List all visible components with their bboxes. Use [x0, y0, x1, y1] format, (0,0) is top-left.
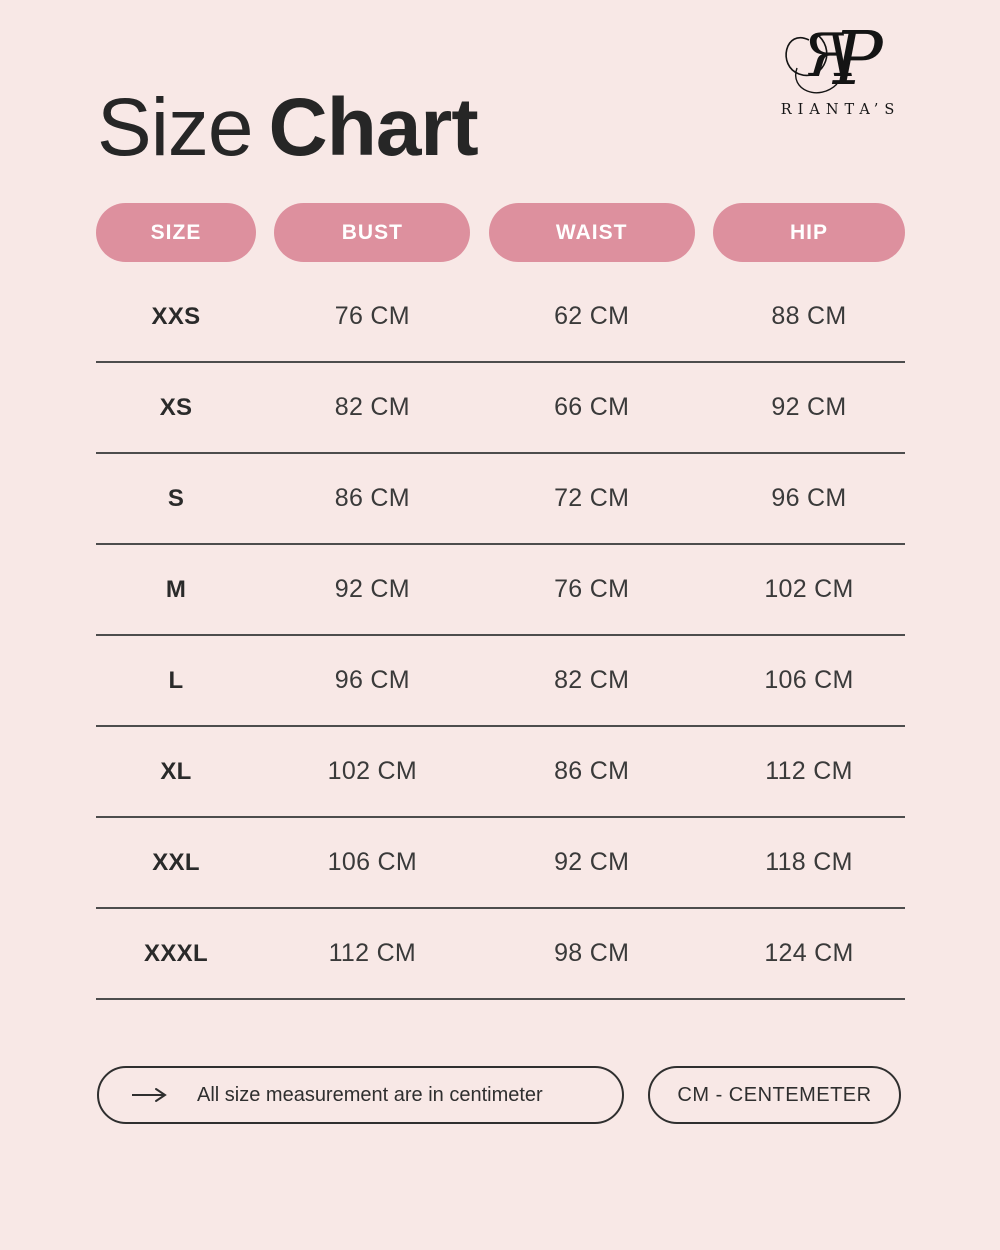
- page-title-light: Size: [97, 81, 254, 173]
- waist-value: 82 CM: [554, 666, 630, 694]
- hip-value: 106 CM: [764, 666, 854, 694]
- hip-value: 124 CM: [764, 939, 854, 967]
- hip-value: 112 CM: [765, 757, 853, 785]
- table-row: XXXL 112 CM 98 CM 124 CM: [96, 909, 905, 1000]
- column-header-waist: WAIST: [488, 203, 695, 262]
- brand-monogram-icon: R P: [784, 16, 884, 102]
- waist-value: 86 CM: [554, 757, 630, 785]
- bust-value: 76 CM: [334, 302, 410, 330]
- size-label: XXS: [151, 302, 201, 330]
- monogram-letter-p: P: [831, 16, 884, 102]
- waist-value: 66 CM: [554, 393, 630, 421]
- right-arrow-icon: [131, 1087, 169, 1103]
- page-title-bold: Chart: [268, 81, 479, 173]
- size-label: XXL: [152, 848, 200, 876]
- table-row: XS 82 CM 66 CM 92 CM: [96, 363, 905, 454]
- size-label: XL: [160, 757, 192, 785]
- table-row: M 92 CM 76 CM 102 CM: [96, 545, 905, 636]
- measurement-note-badge: All size measurement are in centimeter: [97, 1066, 624, 1124]
- measurement-note-text: All size measurement are in centimeter: [197, 1083, 543, 1106]
- page-title: Size Chart: [97, 81, 479, 173]
- size-chart-table: XXS 76 CM 62 CM 88 CM XS 82 CM 66 CM 92 …: [96, 272, 905, 1000]
- size-label: XS: [159, 393, 193, 421]
- size-label: XXXL: [144, 939, 208, 967]
- hip-value: 96 CM: [771, 484, 847, 512]
- cm-legend-badge: CM - CENTEMETER: [648, 1066, 901, 1124]
- column-header-bust: BUST: [274, 203, 471, 262]
- size-chart-header-row: SIZE BUST WAIST HIP: [96, 203, 905, 262]
- bust-value: 106 CM: [327, 848, 417, 876]
- size-label: M: [165, 575, 187, 603]
- hip-value: 118 CM: [765, 848, 853, 876]
- table-row: XL 102 CM 86 CM 112 CM: [96, 727, 905, 818]
- bust-value: 102 CM: [327, 757, 417, 785]
- brand-logo: R P RIANTA’S: [768, 10, 913, 118]
- size-label: S: [167, 484, 185, 512]
- brand-name: RIANTA’S: [780, 102, 901, 118]
- table-row: L 96 CM 82 CM 106 CM: [96, 636, 905, 727]
- hip-value: 92 CM: [771, 393, 847, 421]
- waist-value: 92 CM: [554, 848, 630, 876]
- waist-value: 98 CM: [554, 939, 630, 967]
- column-header-hip: HIP: [712, 203, 905, 262]
- bust-value: 82 CM: [334, 393, 410, 421]
- bust-value: 86 CM: [334, 484, 410, 512]
- monogram-letter-r: R: [805, 21, 851, 91]
- cm-legend-text: CM - CENTEMETER: [677, 1083, 872, 1106]
- waist-value: 72 CM: [554, 484, 630, 512]
- table-row: S 86 CM 72 CM 96 CM: [96, 454, 905, 545]
- column-header-size: SIZE: [96, 203, 256, 262]
- table-row: XXL 106 CM 92 CM 118 CM: [96, 818, 905, 909]
- size-label: L: [168, 666, 184, 694]
- bust-value: 112 CM: [328, 939, 417, 967]
- bust-value: 92 CM: [334, 575, 410, 603]
- hip-value: 102 CM: [764, 575, 854, 603]
- waist-value: 62 CM: [554, 302, 630, 330]
- table-row: XXS 76 CM 62 CM 88 CM: [96, 272, 905, 363]
- bust-value: 96 CM: [334, 666, 410, 694]
- hip-value: 88 CM: [771, 302, 847, 330]
- waist-value: 76 CM: [554, 575, 630, 603]
